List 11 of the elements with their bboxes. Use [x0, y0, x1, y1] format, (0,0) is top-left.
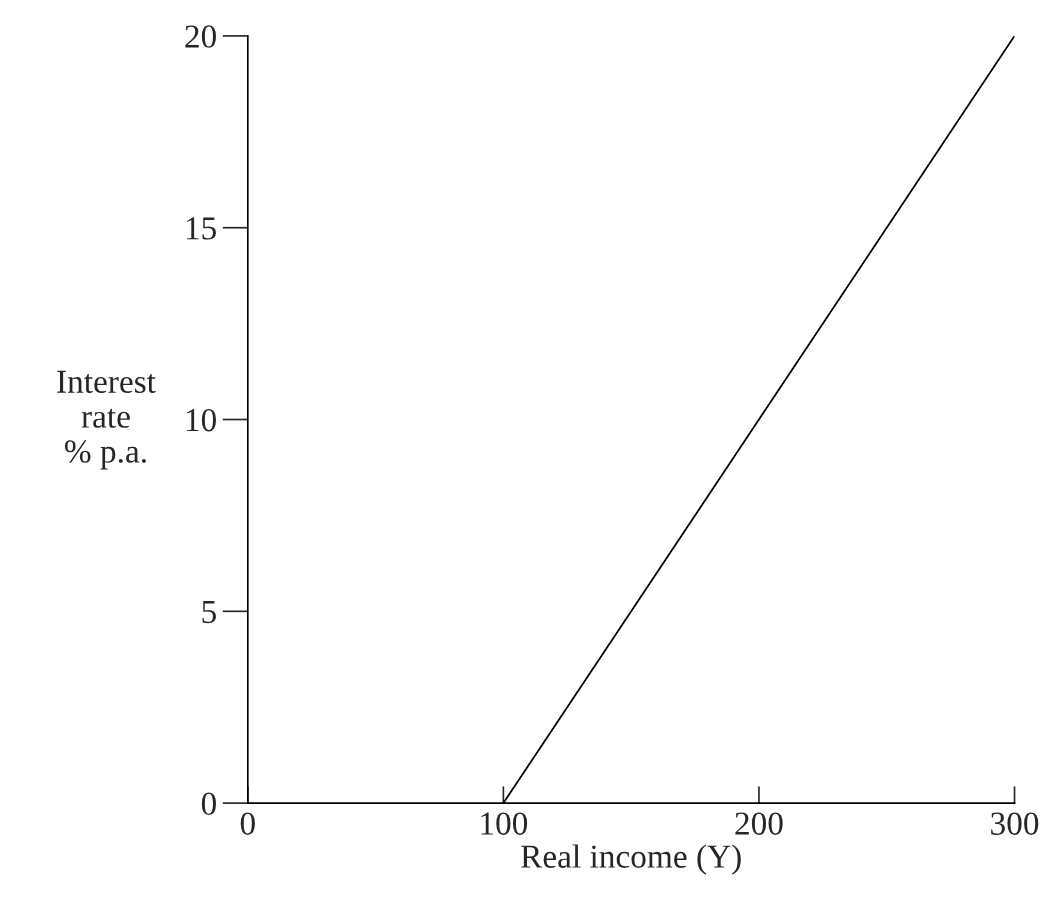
y-tick-label: 20	[185, 25, 216, 48]
y-tick-label: 5	[202, 601, 216, 624]
y-tick-label: 15	[186, 217, 216, 240]
y-tick-label: 10	[186, 408, 216, 432]
x-axis-title: Real income (Y)	[521, 844, 741, 875]
x-tick-label: 200	[735, 812, 783, 835]
x-tick-label: 100	[481, 812, 528, 835]
y-tick-label: 0	[201, 792, 216, 816]
x-tick-label: 300	[991, 812, 1039, 835]
y-axis-title: Interest rate % p.a.	[57, 370, 156, 470]
x-tick-label: 0	[240, 812, 255, 835]
